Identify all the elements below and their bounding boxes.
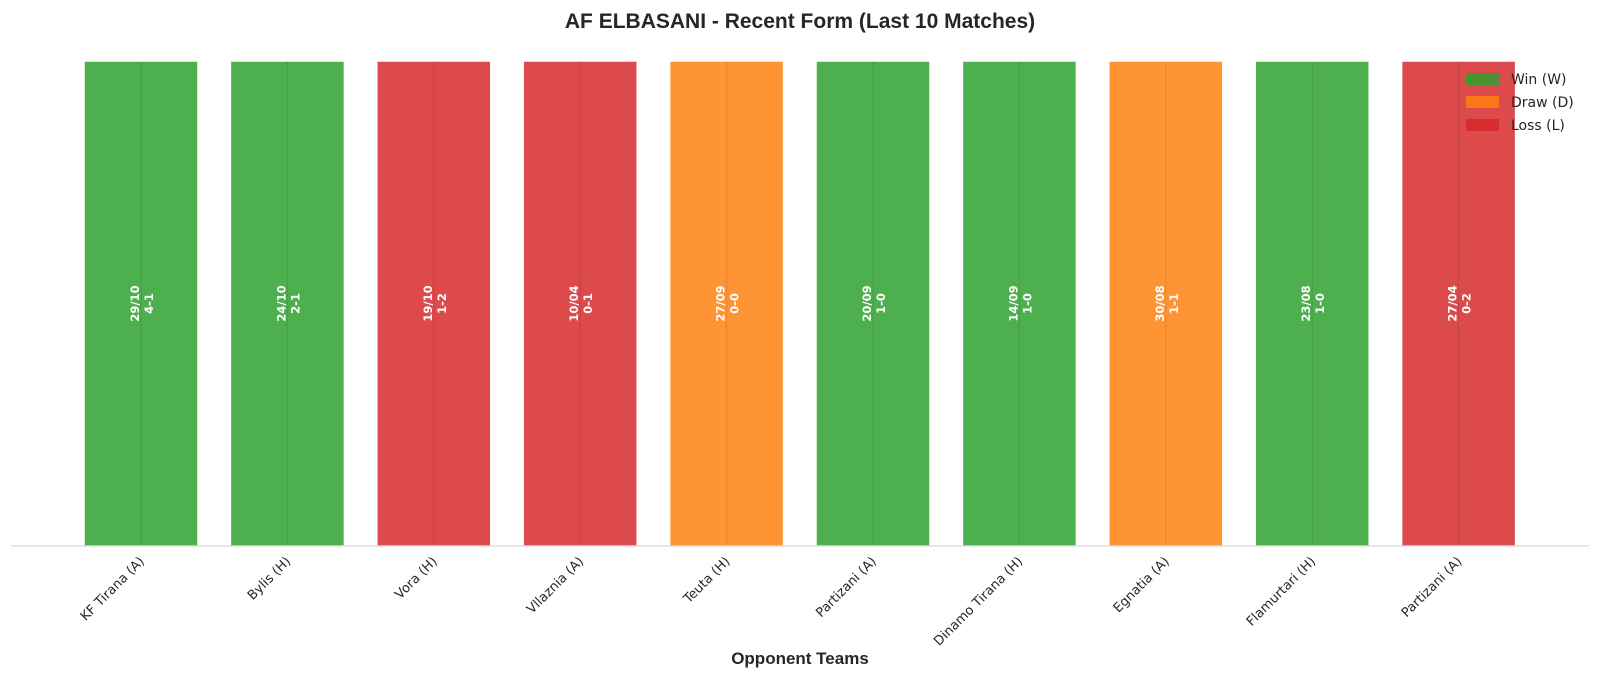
bar-label-score: 0-0 xyxy=(728,293,742,314)
bar-label-score: 4-1 xyxy=(142,293,156,314)
bar xyxy=(522,60,638,547)
legend-swatch xyxy=(1466,119,1499,131)
bar-label-date: 10/04 xyxy=(567,285,581,321)
bar xyxy=(83,60,199,547)
bar-label-date: 27/09 xyxy=(714,285,728,321)
x-tick-label: Partizani (A) xyxy=(813,554,880,621)
bar xyxy=(668,60,785,547)
bar-label: 19/101-2 xyxy=(421,285,449,321)
bar-label-score: 1-0 xyxy=(1020,293,1034,314)
x-tick-label: Vora (H) xyxy=(392,554,440,602)
bar-label-score: 0-2 xyxy=(1460,293,1474,314)
bar-label: 23/081-0 xyxy=(1299,285,1327,321)
bar xyxy=(1400,60,1517,547)
x-tick-labels: KF Tirana (A) Bylis (H) Vora (H) Vllaznia (… xyxy=(78,554,1466,649)
bar-label-score: 1-0 xyxy=(874,293,888,314)
x-tick-label: KF Tirana (A) xyxy=(78,554,148,624)
bar-label: 14/091-0 xyxy=(1006,285,1034,321)
x-tick-label: Teuta (H) xyxy=(680,554,733,607)
bar-label-score: 0-1 xyxy=(581,293,595,314)
bar-label: 20/091-0 xyxy=(860,285,888,321)
bar-label-score: 1-0 xyxy=(1313,293,1327,314)
legend-swatch xyxy=(1466,96,1499,108)
chart-title: AF ELBASANI - Recent Form (Last 10 Match… xyxy=(565,10,1035,33)
x-axis-label: Opponent Teams xyxy=(731,649,869,668)
bar xyxy=(1108,60,1224,547)
bar xyxy=(376,60,492,547)
bar-label-date: 19/10 xyxy=(421,285,435,321)
bar xyxy=(229,60,346,547)
bar-label-date: 30/08 xyxy=(1153,285,1167,321)
bar xyxy=(961,60,1078,547)
bar-label: 27/090-0 xyxy=(714,285,742,321)
bar-label-date: 29/10 xyxy=(128,285,142,321)
x-tick-label: Partizani (A) xyxy=(1399,554,1466,621)
bar-label: 10/040-1 xyxy=(567,285,595,321)
bar xyxy=(815,60,931,547)
legend-label: Win (W) xyxy=(1511,72,1567,88)
bar-label: 27/040-2 xyxy=(1446,285,1474,321)
bars-group xyxy=(83,60,1517,547)
bar-label: 29/104-1 xyxy=(128,285,156,321)
bar-label: 30/081-1 xyxy=(1153,285,1181,321)
x-tick-label: Flamurtari (H) xyxy=(1244,554,1319,629)
bar-label-date: 24/10 xyxy=(274,285,288,321)
bar-label-date: 20/09 xyxy=(860,285,874,321)
bar-label-score: 2-1 xyxy=(288,293,302,314)
legend-swatch xyxy=(1466,73,1499,85)
bar-label-date: 14/09 xyxy=(1006,285,1020,321)
legend-label: Draw (D) xyxy=(1511,95,1574,111)
bar-label-date: 23/08 xyxy=(1299,285,1313,321)
bar-label-score: 1-1 xyxy=(1167,293,1181,314)
bar-label: 24/102-1 xyxy=(274,285,302,321)
x-tick-label: Dinamo Tirana (H) xyxy=(931,554,1026,649)
bar-labels-group: 29/104-1 24/102-1 19/101-2 10/040-1 27/090-0… xyxy=(128,285,1474,321)
legend: Win (W) Draw (D) Loss (L) xyxy=(1466,72,1574,134)
legend-label: Loss (L) xyxy=(1511,118,1565,134)
x-tick-label: Egnatia (A) xyxy=(1111,554,1173,616)
x-tick-label: Vllaznia (A) xyxy=(524,554,587,617)
bar-label-score: 1-2 xyxy=(435,293,449,314)
bar-label-date: 27/04 xyxy=(1446,285,1460,321)
x-tick-label: Bylis (H) xyxy=(245,554,294,603)
